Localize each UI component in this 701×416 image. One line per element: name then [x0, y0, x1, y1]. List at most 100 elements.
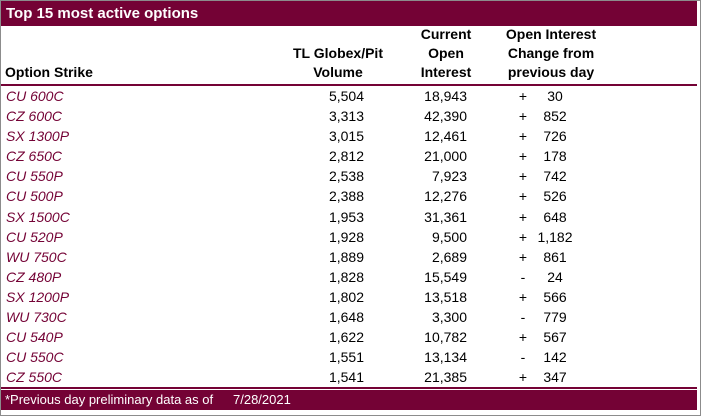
open-interest-cell: 42,390 — [424, 108, 467, 125]
change-cell: + 648 — [501, 207, 611, 227]
change-value: 24 — [547, 268, 563, 285]
change-sign: - — [520, 349, 526, 366]
open-interest-cell: 13,134 — [424, 349, 467, 366]
change-cell: + 347 — [501, 367, 611, 387]
option-strike-cell: CU 540P — [6, 329, 63, 346]
volume-cell: 3,015 — [328, 128, 364, 145]
change-cell: + 566 — [501, 287, 611, 307]
volume-cell: 1,541 — [328, 369, 364, 386]
open-interest-cell: 10,782 — [424, 329, 467, 346]
table-row: CZ 650C 2,812 21,000 + 178 — [1, 146, 697, 166]
change-value: 742 — [543, 168, 567, 185]
volume-cell: 1,953 — [328, 208, 364, 225]
table-row: SX 1200P 1,802 13,518 + 566 — [1, 287, 697, 307]
page-title: Top 15 most active options — [6, 5, 199, 22]
change-sign: + — [518, 128, 528, 145]
change-sign: + — [518, 188, 528, 205]
change-value: 726 — [543, 128, 567, 145]
header-open-interest: Current Open Interest — [400, 25, 492, 82]
empty-cell — [611, 106, 697, 126]
change-value: 648 — [543, 208, 567, 225]
footer-date: 7/28/2021 — [233, 392, 291, 408]
volume-cell: 1,622 — [328, 329, 364, 346]
option-strike-cell: WU 730C — [6, 309, 67, 326]
volume-cell: 2,538 — [328, 168, 364, 185]
table-header: Option Strike TL Globex/Pit Volume Curre… — [1, 26, 697, 86]
empty-cell — [611, 347, 697, 367]
header-line: Open Interest — [505, 26, 597, 42]
change-value: 566 — [543, 288, 567, 305]
change-sign: - — [520, 268, 526, 285]
open-interest-cell: 21,385 — [424, 369, 467, 386]
open-interest-cell: 13,518 — [424, 288, 467, 305]
empty-cell — [611, 287, 697, 307]
header-line: Volume — [313, 64, 363, 80]
change-cell: - 24 — [501, 267, 611, 287]
volume-cell: 1,802 — [328, 288, 364, 305]
empty-cell — [611, 186, 697, 206]
footer-bar: *Previous day preliminary data as of 7/2… — [1, 390, 697, 411]
empty-cell — [611, 126, 697, 146]
header-volume: TL Globex/Pit Volume — [290, 44, 386, 82]
footer-note: *Previous day preliminary data as of — [5, 392, 214, 408]
change-sign: + — [518, 148, 528, 165]
change-cell: + 178 — [501, 146, 611, 166]
change-value: 1,182 — [537, 228, 573, 245]
change-cell: + 861 — [501, 247, 611, 267]
table-row: CU 520P 1,928 9,500 + 1,182 — [1, 227, 697, 247]
option-strike-cell: CZ 480P — [6, 268, 62, 285]
change-sign: + — [518, 329, 528, 346]
change-sign: + — [518, 369, 528, 386]
open-interest-cell: 15,549 — [424, 268, 467, 285]
header-line: previous day — [507, 64, 595, 80]
change-value: 347 — [543, 369, 567, 386]
header-line: TL Globex/Pit — [293, 45, 383, 61]
change-value: 526 — [543, 188, 567, 205]
volume-cell: 2,388 — [328, 188, 364, 205]
change-cell: + 852 — [501, 106, 611, 126]
header-line: Current — [420, 26, 472, 42]
empty-cell — [611, 86, 697, 106]
header-line: Option Strike — [5, 64, 93, 80]
option-strike-cell: CZ 650C — [6, 148, 63, 165]
header-line: Open — [428, 45, 464, 61]
change-value: 567 — [543, 329, 567, 346]
header-change: Open Interest Change from previous day — [503, 25, 599, 82]
open-interest-cell: 7,923 — [431, 168, 467, 185]
table-row: CZ 550C 1,541 21,385 + 347 — [1, 367, 697, 387]
open-interest-cell: 12,461 — [424, 128, 467, 145]
option-strike-cell: SX 1500C — [6, 208, 70, 225]
change-cell: + 726 — [501, 126, 611, 146]
open-interest-cell: 2,689 — [431, 248, 467, 265]
empty-cell — [611, 247, 697, 267]
change-cell: + 526 — [501, 186, 611, 206]
change-sign: + — [518, 168, 528, 185]
title-bar: Top 15 most active options — [1, 1, 697, 26]
change-value: 852 — [543, 108, 567, 125]
change-value: 178 — [543, 148, 567, 165]
option-strike-cell: CZ 600C — [6, 108, 63, 125]
change-value: 142 — [543, 349, 567, 366]
change-cell: + 742 — [501, 166, 611, 186]
empty-cell — [611, 367, 697, 387]
volume-cell: 2,812 — [328, 148, 364, 165]
header-line: Interest — [420, 64, 472, 80]
change-sign: + — [518, 208, 528, 225]
change-sign: + — [518, 88, 528, 104]
change-sign: + — [518, 228, 528, 245]
empty-cell — [611, 307, 697, 327]
option-strike-cell: CU 500P — [6, 188, 63, 205]
table-row: SX 1300P 3,015 12,461 + 726 — [1, 126, 697, 146]
change-value: 779 — [543, 309, 567, 326]
change-sign: + — [518, 248, 528, 265]
change-cell: + 1,182 — [501, 227, 611, 247]
change-sign: - — [520, 309, 526, 326]
change-sign: + — [518, 108, 528, 125]
open-interest-cell: 18,943 — [424, 88, 467, 104]
table-row: CU 550C 1,551 13,134 - 142 — [1, 347, 697, 367]
volume-cell: 1,828 — [328, 268, 364, 285]
volume-cell: 3,313 — [328, 108, 364, 125]
volume-cell: 1,928 — [328, 228, 364, 245]
empty-cell — [611, 207, 697, 227]
volume-cell: 1,551 — [328, 349, 364, 366]
